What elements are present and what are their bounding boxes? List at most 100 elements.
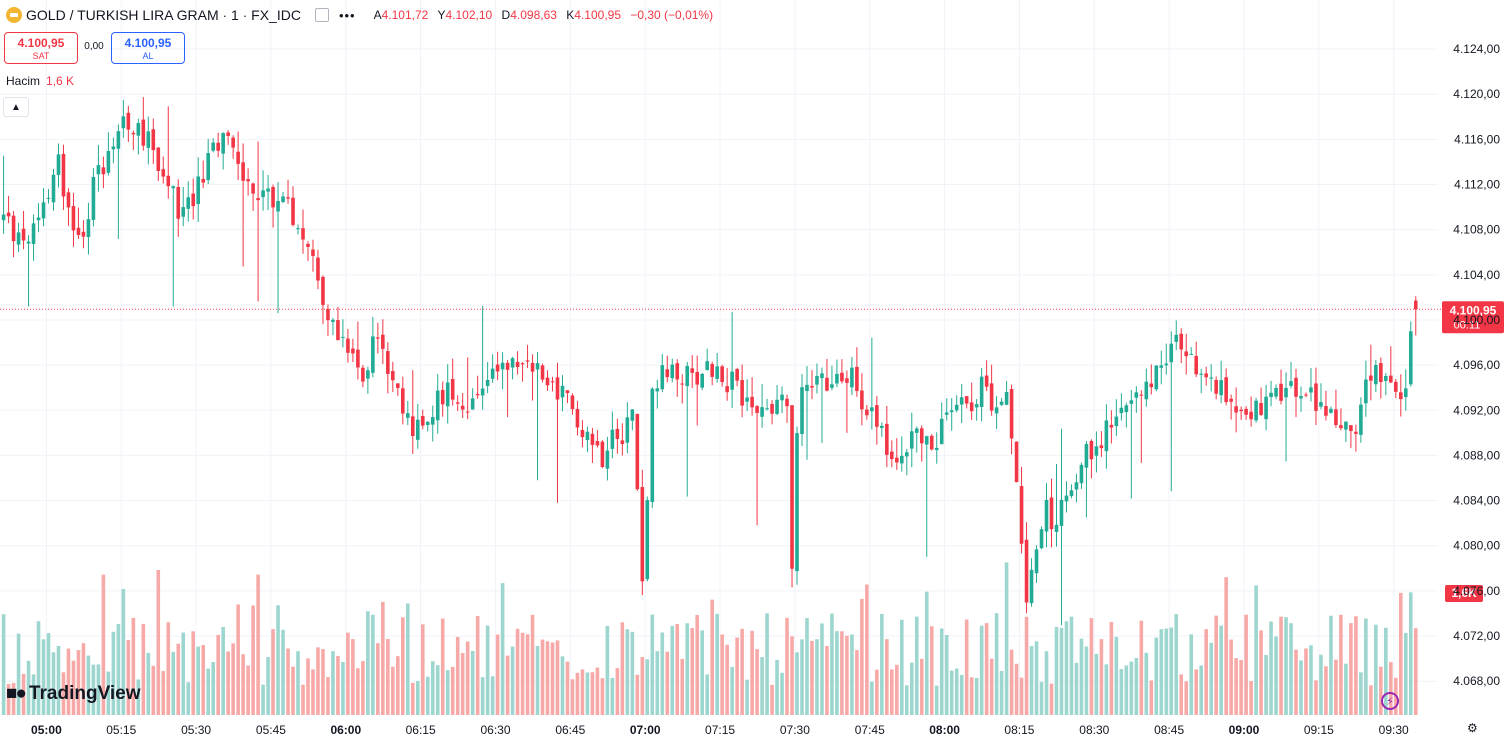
candle-body xyxy=(730,371,734,390)
volume-bar xyxy=(256,574,260,715)
symbol-name[interactable]: GOLD / TURKISH LIRA GRAM xyxy=(26,7,219,23)
volume-bar xyxy=(251,605,255,715)
volume-bar xyxy=(435,665,440,715)
candle-body xyxy=(989,383,994,411)
candle-body xyxy=(71,206,76,231)
volume-bar xyxy=(1219,625,1223,715)
candle-body xyxy=(1074,482,1079,490)
candle-body xyxy=(855,366,859,391)
volume-bar xyxy=(989,658,994,715)
more-options-icon[interactable]: ••• xyxy=(338,7,356,23)
interval-label[interactable]: 1 xyxy=(231,7,239,23)
candle-body xyxy=(1069,490,1074,497)
candle-body xyxy=(1179,333,1184,350)
candle-body xyxy=(1379,363,1383,383)
volume-bar xyxy=(410,682,415,715)
candle-body xyxy=(121,116,126,129)
volume-bar xyxy=(201,645,205,715)
candle-body xyxy=(141,119,146,146)
candle-body xyxy=(1229,398,1233,402)
x-tick-label: 06:45 xyxy=(555,723,585,737)
volume-bar xyxy=(1029,646,1034,715)
ohlc-high-value: 4.102,10 xyxy=(445,8,493,22)
candle-body xyxy=(450,378,455,400)
y-tick-label: 4.076,00 xyxy=(1453,584,1500,598)
candle-body xyxy=(710,364,714,377)
volume-bar xyxy=(1364,618,1368,715)
volume-bar xyxy=(760,657,764,715)
volume-bar xyxy=(984,623,989,715)
gear-icon[interactable]: ⚙ xyxy=(1467,721,1478,735)
candle-body xyxy=(241,162,245,181)
sell-button[interactable]: 4.100,95 SAT xyxy=(4,32,78,64)
volume-bar xyxy=(1059,627,1064,715)
volume-bar xyxy=(740,628,744,715)
candle-body xyxy=(271,186,275,208)
candle-body xyxy=(575,408,580,428)
volume-bar xyxy=(475,616,480,715)
volume-bar xyxy=(1269,621,1273,715)
candle-body xyxy=(1219,380,1223,396)
candle-body xyxy=(1214,379,1218,394)
lightning-icon[interactable]: ⚡ xyxy=(1381,692,1399,710)
candle-body xyxy=(211,142,215,151)
candle-body xyxy=(570,395,575,410)
volume-bar xyxy=(121,588,126,715)
chevron-up-icon[interactable]: ▲ xyxy=(3,97,29,117)
buy-price: 4.100,95 xyxy=(124,36,172,50)
candle-body xyxy=(331,319,335,322)
y-tick-label: 4.108,00 xyxy=(1453,223,1500,237)
candle-body xyxy=(929,435,934,450)
candle-body xyxy=(765,408,769,410)
volume-bar xyxy=(465,641,470,715)
buy-button[interactable]: 4.100,95 AL xyxy=(111,32,185,64)
candle-body xyxy=(321,276,325,305)
candle-body xyxy=(895,457,899,463)
volume-bar xyxy=(286,648,290,715)
volume-bar xyxy=(1299,660,1303,715)
candle-body xyxy=(1004,391,1009,405)
y-tick-label: 4.124,00 xyxy=(1453,42,1500,56)
candle-body xyxy=(635,413,640,490)
y-tick-label: 4.120,00 xyxy=(1453,87,1500,101)
volume-bar xyxy=(386,638,390,715)
volume-bar xyxy=(36,621,41,715)
candle-body xyxy=(890,451,894,460)
candle-body xyxy=(670,364,675,379)
candle-body xyxy=(1139,394,1144,396)
y-tick-label: 4.100,00 xyxy=(1453,313,1500,327)
candle-body xyxy=(156,147,161,171)
volume-bar xyxy=(171,651,176,715)
candle-body xyxy=(690,368,695,373)
candle-body xyxy=(376,337,380,339)
volume-bar xyxy=(540,639,545,715)
visibility-toggle-icon[interactable] xyxy=(314,8,329,22)
volume-bar xyxy=(1154,637,1159,715)
volume-bar xyxy=(725,644,729,715)
candle-body xyxy=(1164,363,1169,366)
candle-body xyxy=(1354,431,1358,434)
volume-bar xyxy=(1354,616,1358,715)
volume-bar xyxy=(1204,629,1208,715)
candle-body xyxy=(974,404,979,408)
volume-bar xyxy=(600,678,605,715)
candle-body xyxy=(371,336,375,373)
x-tick-label: 08:30 xyxy=(1079,723,1109,737)
candle-body xyxy=(865,409,869,416)
candle-body xyxy=(351,348,355,354)
candle-body xyxy=(430,417,435,425)
volume-bar xyxy=(630,631,635,715)
candle-body xyxy=(415,419,420,440)
volume-bar xyxy=(156,569,161,715)
source-label[interactable]: FX_IDC xyxy=(251,7,301,23)
tradingview-logo[interactable]: ■● TradingView xyxy=(6,683,141,705)
candle-body xyxy=(356,349,360,368)
candle-body xyxy=(725,386,729,393)
volume-indicator-legend[interactable]: Hacim 1,6 K xyxy=(6,74,74,88)
volume-bar xyxy=(1094,653,1099,715)
candle-body xyxy=(495,364,500,372)
candle-body xyxy=(695,371,700,385)
volume-bar xyxy=(91,664,96,715)
x-tick-label: 05:15 xyxy=(106,723,136,737)
